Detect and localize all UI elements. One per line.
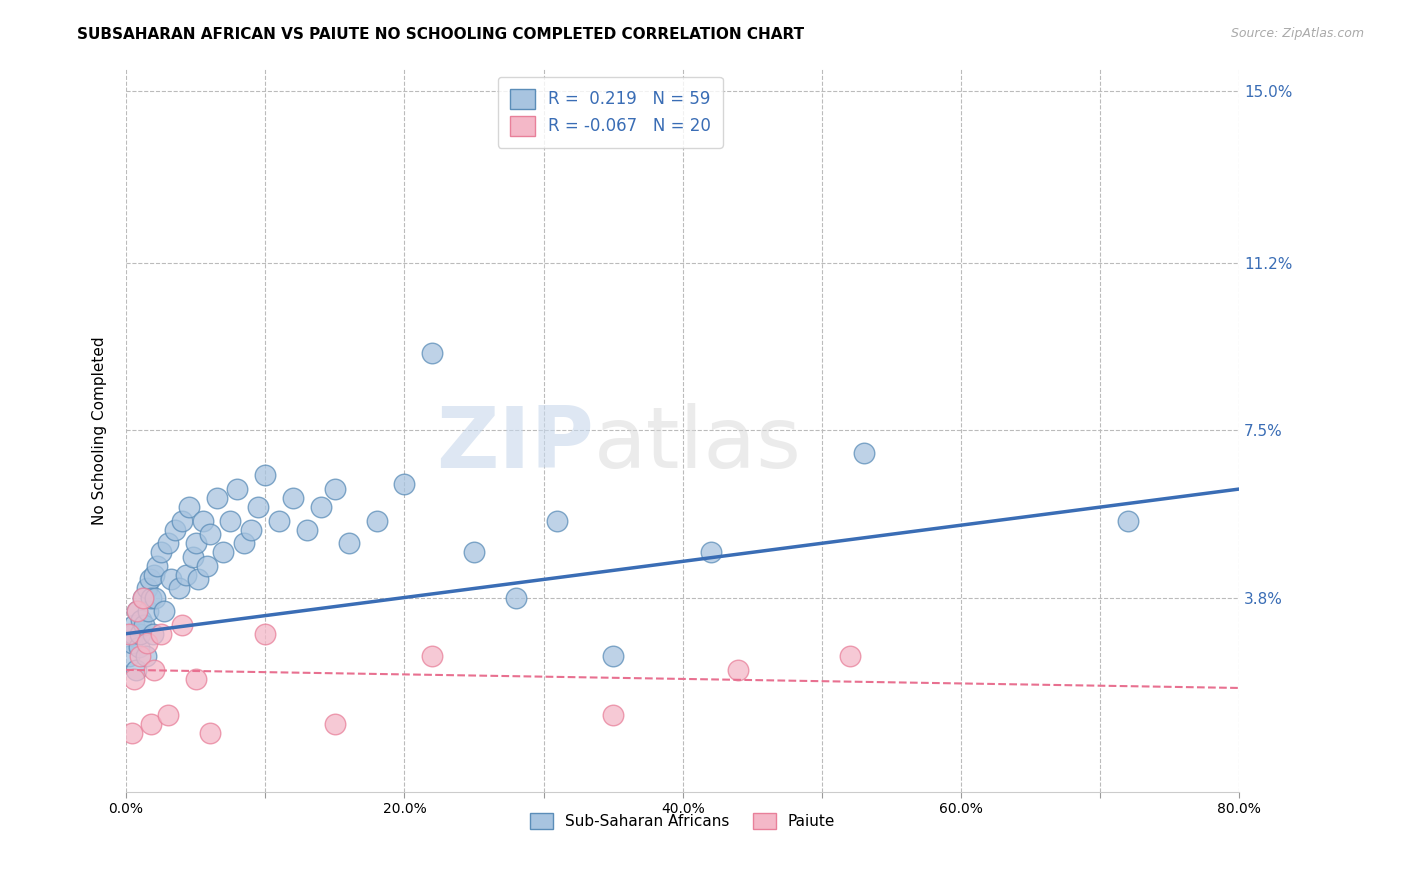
Point bbox=[184, 536, 207, 550]
Point bbox=[156, 536, 179, 550]
Point bbox=[136, 636, 159, 650]
Point bbox=[122, 626, 145, 640]
Point bbox=[546, 514, 568, 528]
Point bbox=[132, 591, 155, 605]
Point bbox=[174, 568, 197, 582]
Legend: Sub-Saharan Africans, Paiute: Sub-Saharan Africans, Paiute bbox=[524, 806, 841, 835]
Point bbox=[129, 626, 152, 640]
Point bbox=[134, 617, 156, 632]
Point bbox=[463, 545, 485, 559]
Point bbox=[240, 523, 263, 537]
Point bbox=[131, 613, 153, 627]
Point bbox=[124, 617, 146, 632]
Point bbox=[195, 558, 218, 573]
Text: SUBSAHARAN AFRICAN VS PAIUTE NO SCHOOLING COMPLETED CORRELATION CHART: SUBSAHARAN AFRICAN VS PAIUTE NO SCHOOLIN… bbox=[77, 27, 804, 42]
Point bbox=[602, 708, 624, 723]
Point bbox=[125, 663, 148, 677]
Point bbox=[247, 500, 270, 515]
Point bbox=[254, 468, 277, 483]
Point bbox=[184, 672, 207, 686]
Point bbox=[309, 500, 332, 515]
Point bbox=[139, 717, 162, 731]
Point bbox=[254, 626, 277, 640]
Point bbox=[198, 527, 221, 541]
Point bbox=[838, 649, 860, 664]
Point bbox=[127, 604, 149, 618]
Point bbox=[136, 582, 159, 596]
Point bbox=[142, 568, 165, 582]
Point bbox=[152, 604, 174, 618]
Point bbox=[139, 591, 162, 605]
Point bbox=[159, 573, 181, 587]
Point bbox=[121, 726, 143, 740]
Point bbox=[170, 514, 193, 528]
Point bbox=[233, 536, 256, 550]
Point bbox=[699, 545, 721, 559]
Text: ZIP: ZIP bbox=[436, 403, 593, 486]
Point bbox=[269, 514, 291, 528]
Point bbox=[727, 663, 749, 677]
Point bbox=[149, 626, 172, 640]
Point bbox=[143, 591, 166, 605]
Point bbox=[145, 558, 167, 573]
Point bbox=[1116, 514, 1139, 528]
Point bbox=[138, 573, 160, 587]
Text: atlas: atlas bbox=[593, 403, 801, 486]
Point bbox=[141, 626, 163, 640]
Y-axis label: No Schooling Completed: No Schooling Completed bbox=[93, 336, 107, 524]
Point bbox=[198, 726, 221, 740]
Point bbox=[118, 626, 141, 640]
Point bbox=[394, 477, 416, 491]
Point bbox=[212, 545, 235, 559]
Point bbox=[156, 708, 179, 723]
Point bbox=[281, 491, 304, 505]
Point bbox=[505, 591, 527, 605]
Point bbox=[366, 514, 388, 528]
Point bbox=[323, 717, 346, 731]
Point bbox=[149, 545, 172, 559]
Point bbox=[602, 649, 624, 664]
Point bbox=[187, 573, 209, 587]
Point bbox=[142, 663, 165, 677]
Point bbox=[163, 523, 186, 537]
Point bbox=[170, 617, 193, 632]
Point bbox=[138, 604, 160, 618]
Point bbox=[177, 500, 200, 515]
Point bbox=[124, 672, 146, 686]
Point bbox=[219, 514, 242, 528]
Point bbox=[128, 640, 150, 655]
Point bbox=[337, 536, 360, 550]
Point bbox=[852, 446, 875, 460]
Point bbox=[127, 604, 149, 618]
Point bbox=[205, 491, 228, 505]
Point bbox=[121, 636, 143, 650]
Text: Source: ZipAtlas.com: Source: ZipAtlas.com bbox=[1230, 27, 1364, 40]
Point bbox=[118, 649, 141, 664]
Point bbox=[295, 523, 318, 537]
Point bbox=[226, 482, 249, 496]
Point bbox=[132, 591, 155, 605]
Point bbox=[129, 649, 152, 664]
Point bbox=[167, 582, 190, 596]
Point bbox=[135, 649, 157, 664]
Point bbox=[191, 514, 214, 528]
Point bbox=[420, 649, 443, 664]
Point bbox=[420, 346, 443, 360]
Point bbox=[323, 482, 346, 496]
Point bbox=[181, 549, 204, 564]
